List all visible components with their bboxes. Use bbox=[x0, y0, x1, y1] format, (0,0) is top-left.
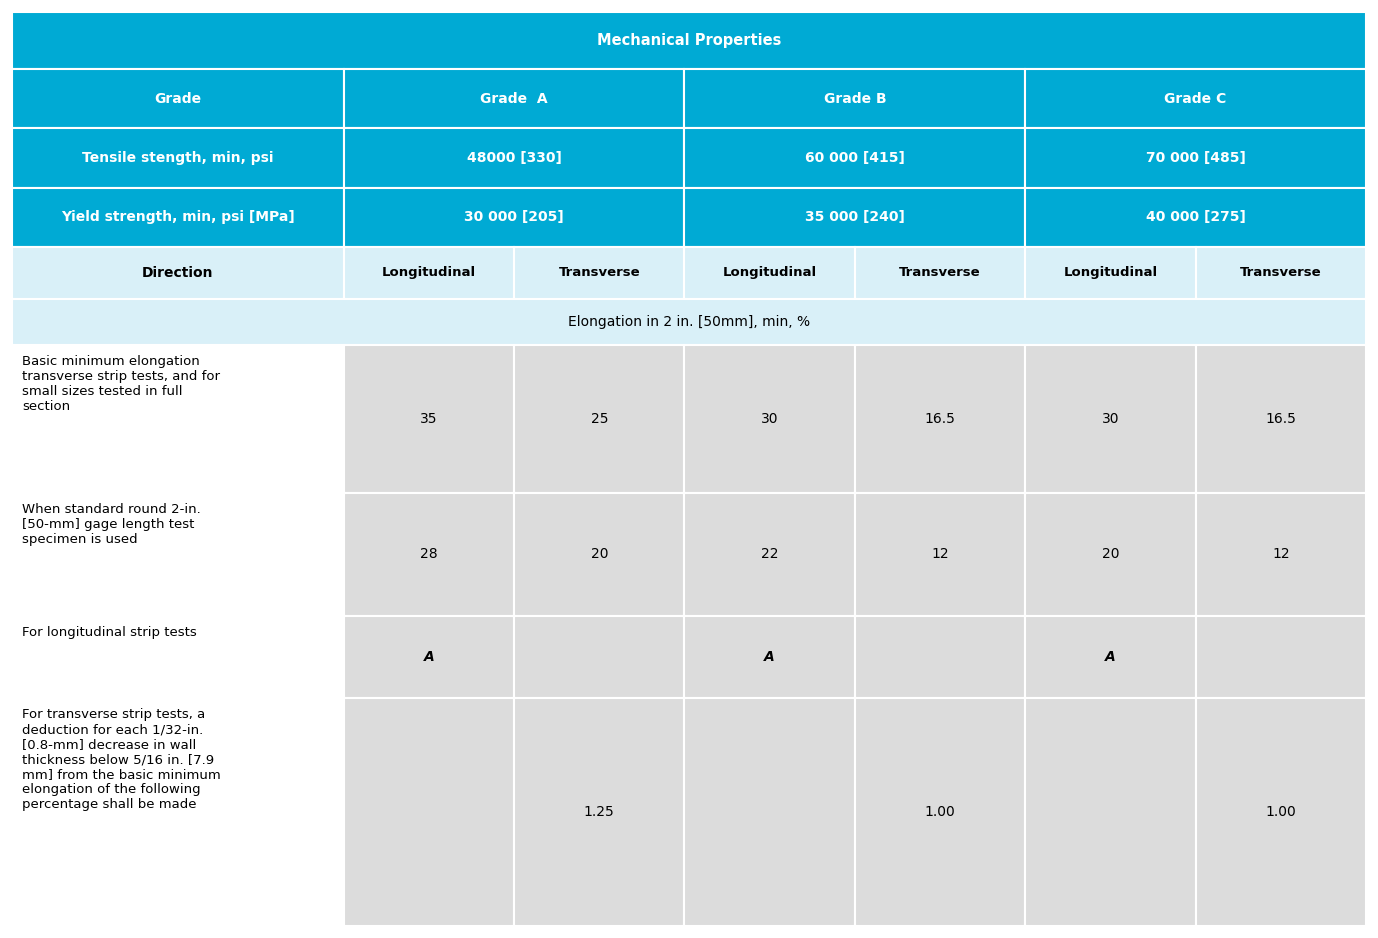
Text: 35: 35 bbox=[420, 412, 438, 426]
Bar bbox=[1025, 69, 1366, 129]
Text: A: A bbox=[423, 650, 434, 664]
Bar bbox=[343, 493, 514, 616]
Bar bbox=[1196, 345, 1366, 493]
Bar bbox=[1025, 188, 1366, 247]
Bar bbox=[12, 69, 343, 129]
Bar bbox=[1196, 493, 1366, 616]
Bar bbox=[854, 698, 1025, 926]
Text: 28: 28 bbox=[420, 548, 438, 562]
Bar bbox=[1025, 129, 1366, 188]
Bar bbox=[514, 345, 685, 493]
Bar bbox=[1025, 493, 1196, 616]
Bar bbox=[685, 129, 1025, 188]
Text: Grade  A: Grade A bbox=[481, 92, 548, 106]
Bar bbox=[12, 616, 343, 698]
Text: 1.25: 1.25 bbox=[584, 805, 615, 819]
Text: 12: 12 bbox=[932, 548, 949, 562]
Bar bbox=[685, 247, 854, 299]
Text: Mechanical Properties: Mechanical Properties bbox=[597, 33, 781, 48]
Bar bbox=[685, 345, 854, 493]
Bar bbox=[685, 69, 1025, 129]
Text: Grade: Grade bbox=[154, 92, 201, 106]
Text: Direction: Direction bbox=[142, 266, 214, 280]
Text: Transverse: Transverse bbox=[900, 266, 981, 280]
Bar bbox=[343, 69, 685, 129]
Text: When standard round 2-in.
[50-mm] gage length test
specimen is used: When standard round 2-in. [50-mm] gage l… bbox=[22, 503, 201, 546]
Bar bbox=[685, 698, 854, 926]
Bar bbox=[12, 299, 1366, 345]
Text: 30 000 [205]: 30 000 [205] bbox=[464, 210, 564, 224]
Text: 48000 [330]: 48000 [330] bbox=[467, 151, 562, 165]
Bar bbox=[685, 616, 854, 698]
Bar bbox=[12, 129, 343, 188]
Bar bbox=[854, 345, 1025, 493]
Text: 30: 30 bbox=[761, 412, 779, 426]
Bar bbox=[343, 247, 514, 299]
Bar bbox=[1196, 247, 1366, 299]
Bar bbox=[514, 247, 685, 299]
Text: A: A bbox=[1105, 650, 1116, 664]
Bar bbox=[1196, 616, 1366, 698]
Text: 30: 30 bbox=[1101, 412, 1119, 426]
Bar bbox=[514, 493, 685, 616]
Text: 1.00: 1.00 bbox=[1265, 805, 1297, 819]
Text: 16.5: 16.5 bbox=[1265, 412, 1297, 426]
Text: For transverse strip tests, a
deduction for each 1/32-in.
[0.8-mm] decrease in w: For transverse strip tests, a deduction … bbox=[22, 708, 220, 811]
Bar bbox=[12, 698, 343, 926]
Bar bbox=[1025, 345, 1196, 493]
Text: 35 000 [240]: 35 000 [240] bbox=[805, 210, 905, 224]
Text: Elongation in 2 in. [50mm], min, %: Elongation in 2 in. [50mm], min, % bbox=[568, 315, 810, 329]
Bar bbox=[12, 247, 343, 299]
Bar bbox=[1025, 247, 1196, 299]
Text: Longitudinal: Longitudinal bbox=[382, 266, 475, 280]
Text: 20: 20 bbox=[1101, 548, 1119, 562]
Bar bbox=[685, 188, 1025, 247]
Bar bbox=[343, 188, 685, 247]
Text: Grade C: Grade C bbox=[1164, 92, 1226, 106]
Text: Transverse: Transverse bbox=[1240, 266, 1322, 280]
Bar bbox=[343, 616, 514, 698]
Text: Grade B: Grade B bbox=[824, 92, 886, 106]
Bar bbox=[514, 616, 685, 698]
Bar bbox=[854, 247, 1025, 299]
Bar bbox=[343, 129, 685, 188]
Bar bbox=[12, 12, 1366, 69]
Bar bbox=[1025, 698, 1196, 926]
Text: 12: 12 bbox=[1272, 548, 1290, 562]
Text: Longitudinal: Longitudinal bbox=[1064, 266, 1158, 280]
Bar bbox=[12, 188, 343, 247]
Text: Longitudinal: Longitudinal bbox=[722, 266, 817, 280]
Bar bbox=[343, 698, 514, 926]
Text: Tensile stength, min, psi: Tensile stength, min, psi bbox=[83, 151, 274, 165]
Text: 16.5: 16.5 bbox=[925, 412, 955, 426]
Text: 22: 22 bbox=[761, 548, 779, 562]
Bar bbox=[854, 493, 1025, 616]
Bar bbox=[514, 698, 685, 926]
Text: Yield strength, min, psi [MPa]: Yield strength, min, psi [MPa] bbox=[61, 210, 295, 224]
Bar bbox=[1196, 698, 1366, 926]
Bar bbox=[12, 345, 343, 493]
Text: 20: 20 bbox=[591, 548, 608, 562]
Text: 60 000 [415]: 60 000 [415] bbox=[805, 151, 905, 165]
Bar bbox=[1025, 616, 1196, 698]
Text: A: A bbox=[765, 650, 774, 664]
Text: 70 000 [485]: 70 000 [485] bbox=[1145, 151, 1246, 165]
Text: Basic minimum elongation
transverse strip tests, and for
small sizes tested in f: Basic minimum elongation transverse stri… bbox=[22, 355, 220, 413]
Bar bbox=[854, 616, 1025, 698]
Text: 25: 25 bbox=[591, 412, 608, 426]
Text: 40 000 [275]: 40 000 [275] bbox=[1145, 210, 1246, 224]
Text: 1.00: 1.00 bbox=[925, 805, 955, 819]
Text: For longitudinal strip tests: For longitudinal strip tests bbox=[22, 626, 197, 639]
Bar bbox=[12, 493, 343, 616]
Text: Transverse: Transverse bbox=[558, 266, 641, 280]
Bar bbox=[343, 345, 514, 493]
Bar bbox=[685, 493, 854, 616]
